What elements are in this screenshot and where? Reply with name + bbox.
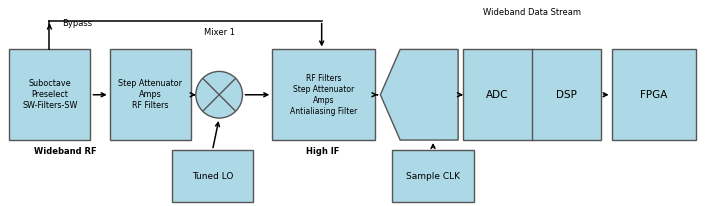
FancyBboxPatch shape [110,49,191,140]
FancyBboxPatch shape [612,49,696,140]
Text: RF Filters
Step Attenuator
Amps
Antialiasing Filter: RF Filters Step Attenuator Amps Antialia… [290,74,357,116]
Text: High IF: High IF [306,147,340,156]
Text: FPGA: FPGA [641,90,667,100]
FancyBboxPatch shape [172,150,253,202]
Text: Sample CLK: Sample CLK [406,172,460,181]
FancyBboxPatch shape [463,49,601,140]
FancyBboxPatch shape [392,150,474,202]
Text: Wideband RF: Wideband RF [35,147,97,156]
FancyBboxPatch shape [9,49,90,140]
Text: Bypass: Bypass [62,19,93,28]
Polygon shape [380,49,458,140]
Ellipse shape [196,71,243,118]
FancyBboxPatch shape [272,49,375,140]
Text: Wideband Data Stream: Wideband Data Stream [483,8,580,17]
Text: Tuned LO: Tuned LO [192,172,233,181]
Text: Mixer 1: Mixer 1 [204,28,235,37]
Text: Step Attenuator
Amps
RF Filters: Step Attenuator Amps RF Filters [118,79,182,110]
Text: ADC: ADC [486,90,509,100]
Text: DSP: DSP [556,90,577,100]
Text: Suboctave
Preselect
SW-Filters-SW: Suboctave Preselect SW-Filters-SW [22,79,78,110]
